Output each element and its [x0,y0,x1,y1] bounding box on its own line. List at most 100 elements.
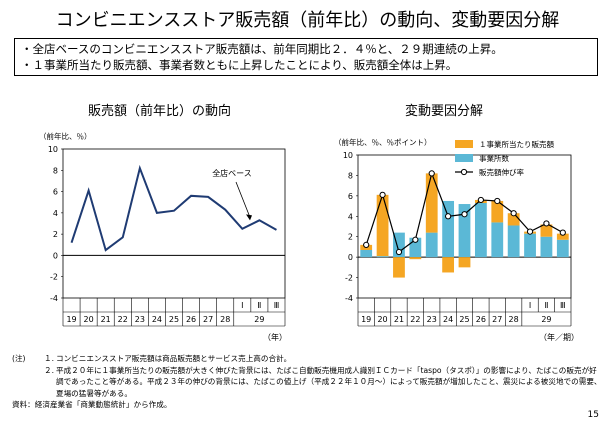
right-xtick: 28 [509,315,519,324]
right-bar-per-store [393,257,405,278]
left-xtick: 26 [186,315,196,324]
right-xtick: 27 [492,315,502,324]
right-bar-stores [507,225,520,258]
right-xtick: Ⅰ [529,301,531,310]
note-1-number: １. [44,354,55,363]
right-growth-point [543,220,550,227]
right-bar-per-store [556,233,569,240]
legend-swatch-per-store [455,140,473,148]
left-xtick: 28 [220,315,230,324]
left-xtick: 23 [135,315,145,324]
legend-label-per-store: １事業所当たり販売額 [479,139,554,149]
legend-swatch-stores [455,154,473,162]
right-growth-point [510,210,517,217]
left-ytick: 6 [53,188,58,197]
right-chart-title: 変動要因分解 [405,104,484,119]
left-xtick: 22 [118,315,128,324]
right-bar-per-store [507,213,520,226]
right-growth-point [412,236,419,243]
right-growth-point [363,241,370,248]
right-xlabel: （年／期） [539,332,579,342]
right-bar-per-store [491,200,504,223]
source-note: 資料：経済産業省「商業動態統計」から作成。 [12,400,172,409]
right-bar-stores [425,232,438,258]
right-ytick: -2 [345,274,353,283]
right-ylabel: （前年比、％、％ポイント） [334,137,432,147]
right-ytick: 10 [343,151,353,160]
right-growth-point [526,228,534,235]
right-bar-stores [376,256,389,258]
right-bar-stores [393,232,405,258]
left-annotation-arrowhead [246,214,252,221]
right-ytick: 6 [348,192,353,201]
right-growth-point [428,170,435,177]
right-bar-stores [491,222,504,258]
left-xtick: Ⅱ [257,301,261,310]
left-annotation: 全店ベース [212,168,252,178]
note-1-text: コンビニエンスストア販売額は商品販売額とサービス売上高の合計。 [56,354,292,363]
right-bar-per-store [458,257,471,268]
right-xtick: 20 [377,315,387,324]
right-xtick: 23 [427,315,437,324]
page-title: コンビニエンスストア販売額（前年比）の動向、変動要因分解 [55,10,560,31]
right-growth-point [559,229,566,236]
right-bar-per-store [409,257,422,260]
left-ytick: 0 [53,251,58,260]
left-ytick: 8 [53,166,58,175]
left-annotation-arrow [235,181,251,218]
legend-marker-growth [460,168,468,176]
right-ytick: 8 [348,171,353,180]
right-xtick: 21 [394,315,404,324]
right-bar-per-store [540,224,553,237]
footnotes: (注) １. コンビニエンスストア販売額は商品販売額とサービス売上高の合計。 ２… [12,353,602,411]
right-bar-per-store [442,257,455,273]
right-ytick: -4 [345,294,353,303]
left-ytick: 10 [48,145,58,154]
left-xtick: 21 [101,315,111,324]
right-xtick: Ⅲ [560,301,566,310]
summary-line-1: ・全店ベースのコンビニエンスストア販売額は、前年同期比２．４％と、２９期連続の上… [21,42,503,56]
right-ytick: 0 [348,253,353,262]
right-xtick: 22 [410,315,420,324]
right-growth-point [445,213,452,220]
right-growth-point [379,191,386,198]
right-xtick: 24 [443,315,453,324]
right-bar-stores [409,237,422,258]
right-bar-stores [458,204,471,258]
left-ytick: -4 [50,294,58,303]
left-xtick: 20 [84,315,94,324]
right-bar-stores [474,203,487,258]
right-xtick: 25 [459,315,469,324]
page-number: 15 [587,410,599,420]
notes-label: (注) [12,354,26,363]
left-year-group-label: 29 [254,315,264,324]
right-bar-stores [524,233,536,258]
note-2-text: 平成２０年に１事業所当たりの販売額が大きく伸びた背景には、たばこ自動販売機用成人… [56,365,602,398]
left-xtick: Ⅰ [241,301,243,310]
left-ylabel: （前年比、％） [39,131,92,141]
left-xtick: Ⅲ [274,301,280,310]
right-xtick: 19 [361,315,371,324]
right-bar-stores [540,236,553,258]
note-2-number: ２. [44,365,55,375]
legend-label-growth: 販売額伸び率 [479,167,524,177]
left-chart-title: 販売額（前年比）の動向 [88,104,232,119]
left-xtick: 25 [169,315,179,324]
summary-box: ・全店ベースのコンビニエンスストア販売額は、前年同期比２．４％と、２９期連続の上… [14,38,598,76]
left-plot-frame [62,148,286,299]
summary-line-2: ・１事業所当たり販売額、事業者数ともに上昇したことにより、販売額全体は上昇。 [21,58,458,72]
right-bar-per-store [425,173,438,233]
left-xlabel: （年） [263,332,287,342]
left-series-line [70,164,277,252]
right-ytick: 4 [348,212,353,221]
right-xtick: 26 [476,315,486,324]
left-xtick: 19 [66,315,76,324]
left-xtick: 24 [152,315,162,324]
right-year-group-label: 29 [541,315,551,324]
left-ytick: -2 [50,273,58,282]
left-ytick: 2 [53,230,58,239]
right-growth-point [461,211,468,218]
right-bar-stores [442,200,455,258]
right-growth-point [477,196,484,204]
